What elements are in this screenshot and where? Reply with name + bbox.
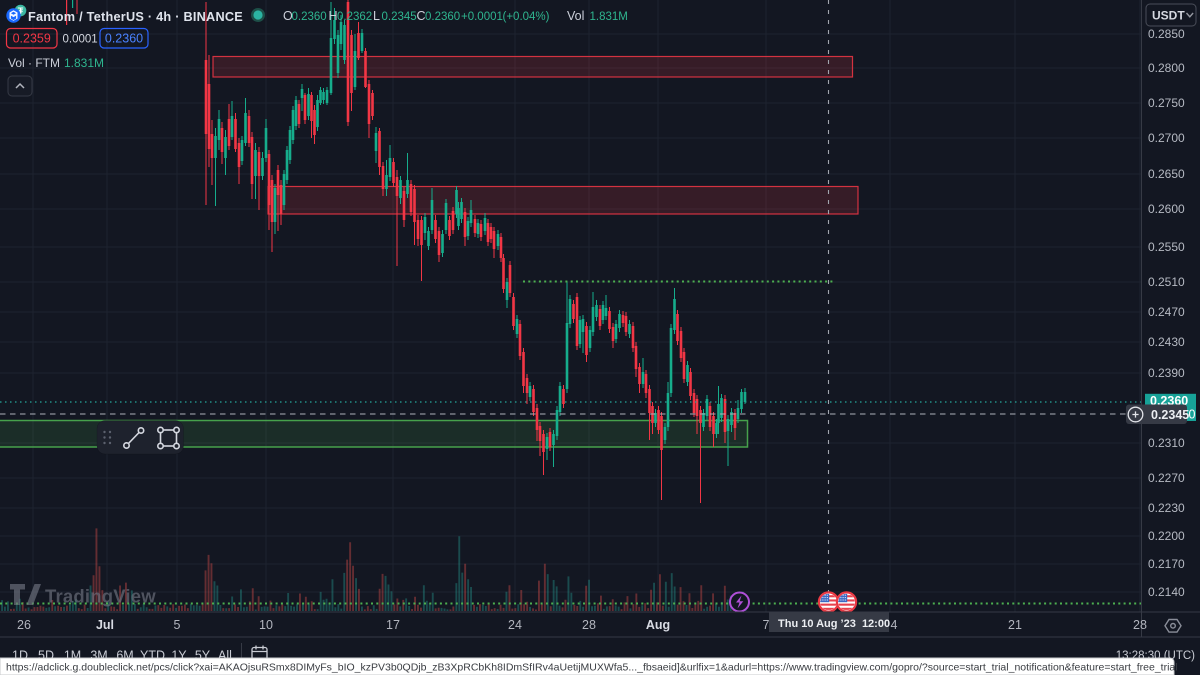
svg-text:28: 28 [582,618,596,632]
svg-text:0.2230: 0.2230 [1148,501,1185,515]
svg-text:Aug: Aug [646,618,670,632]
svg-text:Jul: Jul [96,618,114,632]
svg-text:5: 5 [174,618,181,632]
svg-text:0.2700: 0.2700 [1148,131,1185,145]
svg-text:0.2170: 0.2170 [1148,557,1185,571]
svg-text:0.2359: 0.2359 [13,32,51,46]
svg-text:0.2430: 0.2430 [1148,335,1185,349]
svg-text:0.2310: 0.2310 [1148,436,1185,450]
svg-text:28: 28 [1133,618,1147,632]
svg-text:0.2345: 0.2345 [382,11,417,23]
svg-text:0.0001: 0.0001 [63,34,98,46]
svg-text:Thu 10 Aug ’23 12:00: Thu 10 Aug ’23 12:00 [778,618,890,630]
svg-text:0.2360: 0.2360 [105,32,143,46]
svg-text:0.2362: 0.2362 [337,11,372,23]
svg-text:0.2270: 0.2270 [1148,471,1185,485]
svg-text:0.2850: 0.2850 [1148,27,1185,41]
svg-text:₮: ₮ [18,6,24,16]
svg-text:USDT: USDT [1152,9,1185,23]
svg-text:O: O [283,9,293,23]
svg-text:Vol: Vol [567,9,584,23]
svg-text:4: 4 [891,618,898,632]
svg-text:+0.0001: +0.0001 [461,11,503,23]
svg-text:0.2140: 0.2140 [1148,585,1185,599]
svg-text:10: 10 [259,618,273,632]
svg-text:0.2200: 0.2200 [1148,529,1185,543]
svg-text:0.2470: 0.2470 [1148,305,1185,319]
svg-text:0.2600: 0.2600 [1148,202,1185,216]
svg-text:21: 21 [1008,618,1022,632]
svg-text:C: C [417,9,426,23]
svg-text:0.2390: 0.2390 [1148,366,1185,380]
svg-text:0.2345: 0.2345 [1151,408,1189,422]
svg-text:0.2750: 0.2750 [1148,96,1185,110]
svg-text:24: 24 [508,618,522,632]
svg-text:Fantom / TetherUS · 4h · BINAN: Fantom / TetherUS · 4h · BINANCE [28,10,243,24]
svg-text:1.831M: 1.831M [64,56,104,70]
svg-text:0.2360: 0.2360 [425,11,460,23]
svg-text:0.2650: 0.2650 [1148,167,1185,181]
svg-text:0.2800: 0.2800 [1148,61,1185,75]
svg-text:0.2550: 0.2550 [1148,240,1185,254]
svg-text:7: 7 [763,618,770,632]
svg-text:17: 17 [386,618,400,632]
svg-text:0.2510: 0.2510 [1148,275,1185,289]
svg-text:L: L [373,9,380,23]
svg-text:Vol · FTM: Vol · FTM [8,56,60,70]
svg-text:TradingView: TradingView [45,586,156,607]
svg-text:0: 0 [1189,408,1196,422]
svg-text:https://adclick.g.doubleclick.: https://adclick.g.doubleclick.net/pcs/cl… [6,662,1178,674]
svg-text:H: H [329,9,338,23]
svg-text:26: 26 [17,618,31,632]
svg-text:1.831M: 1.831M [590,11,628,23]
svg-text:0.2360: 0.2360 [292,11,327,23]
svg-text:(+0.04%): (+0.04%) [503,11,550,23]
